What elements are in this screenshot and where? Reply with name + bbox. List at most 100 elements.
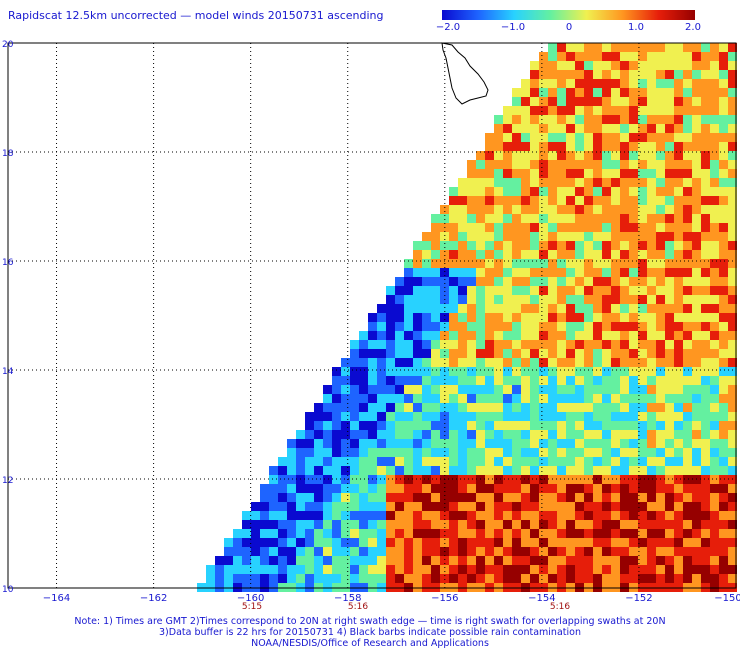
data-cell bbox=[458, 475, 467, 484]
data-cell bbox=[548, 331, 557, 340]
lat-tick-label: 18 bbox=[2, 149, 14, 159]
data-cell bbox=[467, 349, 476, 358]
data-cell bbox=[422, 547, 431, 556]
data-cell bbox=[242, 547, 251, 556]
data-cell bbox=[449, 475, 458, 484]
data-cell bbox=[683, 385, 692, 394]
data-cell bbox=[449, 547, 458, 556]
data-cell bbox=[377, 394, 386, 403]
data-cell bbox=[539, 475, 548, 484]
data-cell bbox=[584, 484, 593, 493]
data-cell bbox=[647, 520, 656, 529]
data-cell bbox=[494, 520, 503, 529]
data-cell bbox=[620, 412, 629, 421]
data-cell bbox=[656, 466, 665, 475]
data-cell bbox=[386, 322, 395, 331]
data-cell bbox=[611, 187, 620, 196]
data-cell bbox=[449, 556, 458, 565]
data-cell bbox=[584, 277, 593, 286]
data-cell bbox=[629, 97, 638, 106]
data-cell bbox=[323, 448, 332, 457]
data-cell bbox=[557, 214, 566, 223]
data-cell bbox=[575, 250, 584, 259]
data-cell bbox=[404, 547, 413, 556]
data-cell bbox=[629, 160, 638, 169]
data-cell bbox=[476, 241, 485, 250]
data-cell bbox=[656, 133, 665, 142]
data-cell bbox=[485, 565, 494, 574]
data-cell bbox=[656, 412, 665, 421]
data-cell bbox=[548, 97, 557, 106]
data-cell bbox=[602, 142, 611, 151]
data-cell bbox=[269, 538, 278, 547]
data-cell bbox=[530, 349, 539, 358]
data-cell bbox=[530, 484, 539, 493]
data-cell bbox=[611, 43, 620, 52]
data-cell bbox=[710, 565, 719, 574]
data-cell bbox=[584, 52, 593, 61]
data-cell bbox=[314, 403, 323, 412]
data-cell bbox=[494, 115, 503, 124]
data-cell bbox=[467, 160, 476, 169]
data-cell bbox=[701, 331, 710, 340]
data-cell bbox=[359, 457, 368, 466]
data-cell bbox=[692, 178, 701, 187]
data-cell bbox=[719, 547, 728, 556]
data-cell bbox=[440, 421, 449, 430]
data-cell bbox=[458, 439, 467, 448]
data-cell bbox=[395, 457, 404, 466]
data-cell bbox=[548, 439, 557, 448]
data-cell bbox=[233, 547, 242, 556]
data-cell bbox=[566, 304, 575, 313]
data-cell bbox=[548, 286, 557, 295]
data-cell bbox=[566, 43, 575, 52]
data-cell bbox=[368, 520, 377, 529]
data-cell bbox=[593, 178, 602, 187]
data-cell bbox=[710, 88, 719, 97]
data-cell bbox=[494, 412, 503, 421]
data-cell bbox=[674, 430, 683, 439]
data-cell bbox=[422, 493, 431, 502]
data-cell bbox=[629, 61, 638, 70]
data-cell bbox=[620, 304, 629, 313]
data-cell bbox=[647, 151, 656, 160]
data-cell bbox=[404, 511, 413, 520]
data-cell bbox=[593, 538, 602, 547]
data-cell bbox=[485, 223, 494, 232]
data-cell bbox=[656, 349, 665, 358]
data-cell bbox=[674, 394, 683, 403]
data-cell bbox=[593, 259, 602, 268]
data-cell bbox=[521, 277, 530, 286]
data-cell bbox=[503, 259, 512, 268]
data-cell bbox=[422, 529, 431, 538]
data-cell bbox=[629, 349, 638, 358]
data-cell bbox=[557, 340, 566, 349]
data-cell bbox=[692, 376, 701, 385]
data-cell bbox=[647, 241, 656, 250]
colorbar-tick: 0 bbox=[565, 22, 573, 33]
data-cell bbox=[665, 133, 674, 142]
data-cell bbox=[656, 367, 665, 376]
data-cell bbox=[422, 484, 431, 493]
data-cell bbox=[575, 574, 584, 583]
data-cell bbox=[728, 439, 737, 448]
data-cell bbox=[359, 439, 368, 448]
data-cell bbox=[593, 331, 602, 340]
data-cell bbox=[665, 295, 674, 304]
data-cell bbox=[458, 340, 467, 349]
data-cell bbox=[683, 124, 692, 133]
data-cell bbox=[359, 349, 368, 358]
data-cell bbox=[539, 115, 548, 124]
data-cell bbox=[449, 286, 458, 295]
data-cell bbox=[692, 358, 701, 367]
data-cell bbox=[278, 520, 287, 529]
data-cell bbox=[413, 439, 422, 448]
data-cell bbox=[584, 457, 593, 466]
data-cell bbox=[593, 115, 602, 124]
data-cell bbox=[377, 466, 386, 475]
data-cell bbox=[728, 502, 737, 511]
data-cell bbox=[233, 565, 242, 574]
data-cell bbox=[683, 367, 692, 376]
data-cell bbox=[530, 70, 539, 79]
data-cell bbox=[530, 187, 539, 196]
